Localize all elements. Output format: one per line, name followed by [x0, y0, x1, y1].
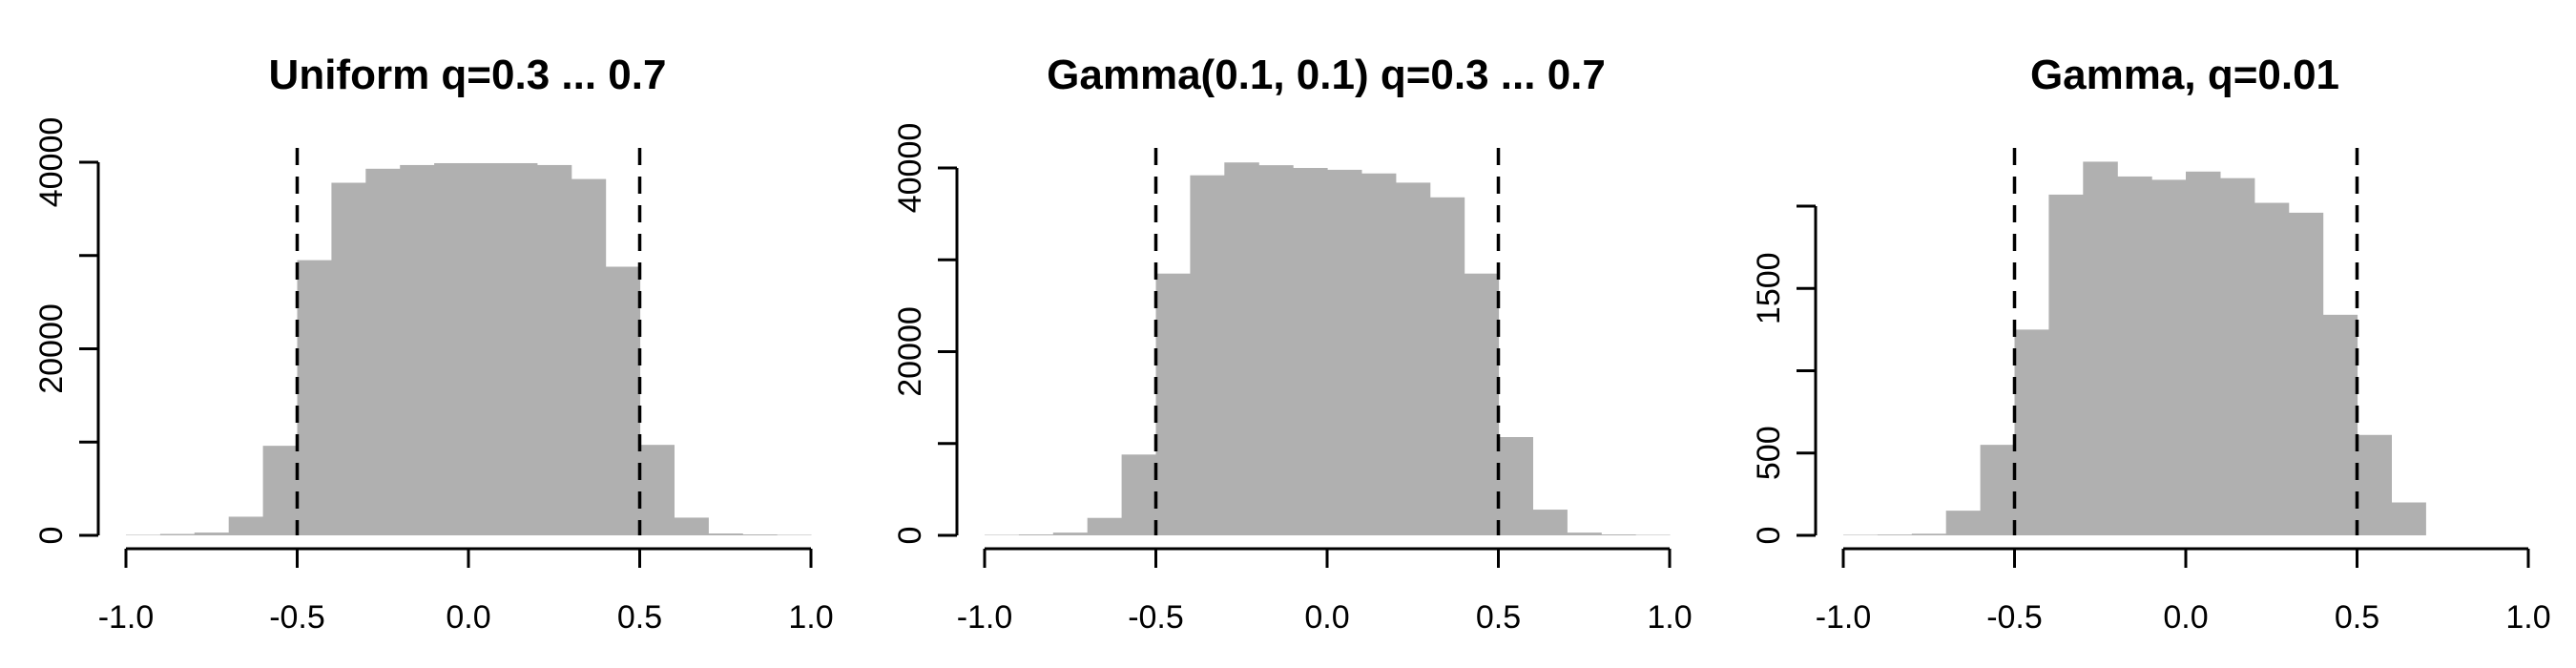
panel-gamma-01: Gamma(0.1, 0.1) q=0.3 ... 0.7 -1.0 -0.5 0.…: [892, 52, 1693, 636]
histogram-bar: [1429, 197, 1465, 536]
histogram-bar: [2117, 176, 2152, 535]
histogram-bar: [262, 446, 299, 535]
y-tick-label: 0: [1751, 527, 1787, 545]
x-tick-label: 0.5: [1476, 599, 1521, 636]
histogram-bar: [2219, 177, 2255, 535]
histogram-bar: [1980, 445, 2016, 536]
histogram-bar: [1052, 532, 1089, 535]
histogram-bar: [742, 534, 778, 535]
histogram-bar: [1911, 533, 1947, 535]
histogram-bar: [1498, 437, 1533, 535]
histogram-bar: [1532, 510, 1568, 535]
x-tick-label: -1.0: [98, 599, 155, 636]
x-tick-label: -0.5: [269, 599, 325, 636]
histogram-bar: [1601, 534, 1636, 535]
chart-title: Uniform q=0.3 ... 0.7: [269, 52, 667, 98]
chart-title: Gamma(0.1, 0.1) q=0.3 ... 0.7: [1047, 52, 1606, 98]
histogram-bar: [571, 178, 607, 535]
reference-lines-group: [1153, 148, 1501, 535]
histogram-bar: [1945, 511, 1982, 536]
histogram-bar: [194, 532, 230, 535]
histogram-bar: [1155, 273, 1191, 535]
x-tick-label: 0.0: [446, 599, 490, 636]
histogram-bar: [2083, 161, 2118, 535]
histogram-bar: [2288, 212, 2324, 535]
histogram-bar: [468, 162, 504, 536]
histogram-bar: [605, 266, 641, 535]
chart-title: Gamma, q=0.01: [2030, 52, 2339, 98]
histogram-bar: [1121, 454, 1157, 535]
x-tick-label: 0.5: [2335, 599, 2379, 636]
y-tick-label: 0: [892, 527, 928, 545]
y-tick-label: 20000: [33, 303, 70, 394]
histogram-bar: [1361, 173, 1397, 535]
histogram-bar: [2391, 502, 2426, 535]
histogram-bar: [2151, 179, 2187, 535]
y-tick-label: 500: [1751, 426, 1787, 480]
histogram-bar: [434, 162, 469, 536]
histogram-bar: [228, 516, 264, 535]
panel-uniform: Uniform q=0.3 ... 0.7 -1.0 -0.5 0.0 0.5 1.0 0…: [33, 52, 834, 636]
x-tick-label: -0.5: [1986, 599, 2043, 636]
histogram-bar: [1190, 175, 1225, 535]
reference-lines-group: [295, 148, 642, 535]
panel-gamma-q001: Gamma, q=0.01 -1.0 -0.5 0.0 0.5 1.0 0 500 1500: [1751, 52, 2551, 636]
histogram-bar: [1395, 182, 1431, 535]
histogram-bar: [2322, 314, 2358, 535]
histogram-bar: [2186, 171, 2221, 535]
histogram-bar: [1258, 165, 1294, 536]
histogram-bar: [1087, 517, 1123, 535]
histogram-bar: [1567, 532, 1602, 535]
histogram-bar: [159, 533, 196, 535]
histogram-bar: [1327, 169, 1362, 535]
x-tick-label: 0.0: [2163, 599, 2208, 636]
histogram-bar: [1877, 534, 1913, 535]
axes-group: -1.0 -0.5 0.0 0.5 1.0 0 20000 40000: [33, 117, 834, 636]
x-tick-label: -1.0: [957, 599, 1013, 636]
histogram-bar: [1018, 534, 1054, 535]
reference-lines-group: [2012, 148, 2359, 535]
histogram-bar: [365, 168, 401, 535]
x-tick-label: 0.0: [1304, 599, 1349, 636]
y-tick-label: 20000: [892, 306, 928, 397]
x-tick-label: 1.0: [788, 599, 833, 636]
histogram-bar: [639, 445, 675, 535]
histogram-bar: [1464, 273, 1500, 535]
y-tick-label: 40000: [892, 123, 928, 214]
histogram-bar: [1843, 534, 1879, 535]
histogram-bar: [400, 164, 435, 535]
histogram-bar: [708, 533, 743, 535]
x-tick-label: 1.0: [1647, 599, 1692, 636]
y-tick-label: 0: [33, 527, 70, 545]
bars-group: [1843, 161, 2426, 536]
axes-group: -1.0 -0.5 0.0 0.5 1.0 0 500 1500: [1751, 204, 2551, 636]
histogram-bar: [2254, 202, 2290, 536]
histogram-bar: [2357, 434, 2392, 535]
x-tick-label: -0.5: [1128, 599, 1184, 636]
histogram-bar: [331, 182, 366, 535]
histogram-bar: [502, 162, 538, 536]
histogram-bar: [1293, 168, 1328, 535]
bars-group: [985, 162, 1671, 536]
y-tick-label: 1500: [1751, 252, 1787, 324]
x-tick-label: -1.0: [1816, 599, 1872, 636]
histogram-bar: [1224, 162, 1259, 536]
histogram-bar: [2014, 329, 2049, 536]
bars-group: [126, 162, 812, 536]
histogram-bar: [536, 164, 572, 535]
axes-group: -1.0 -0.5 0.0 0.5 1.0 0 20000 40000: [892, 123, 1693, 636]
y-tick-label: 40000: [33, 117, 70, 208]
x-tick-label: 0.5: [617, 599, 662, 636]
histogram-bar: [674, 517, 709, 535]
histogram-bar: [297, 260, 332, 535]
x-tick-label: 1.0: [2505, 599, 2550, 636]
histogram-bar: [2048, 194, 2084, 535]
